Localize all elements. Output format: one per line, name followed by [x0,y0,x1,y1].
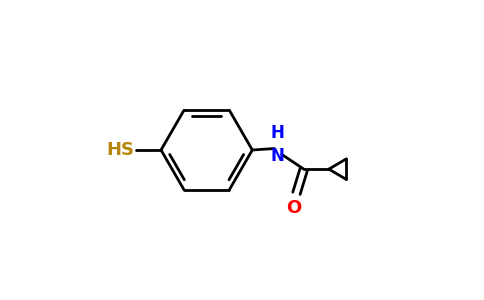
Text: O: O [286,199,301,217]
Text: N: N [271,147,285,165]
Text: H: H [271,124,285,142]
Text: HS: HS [106,141,135,159]
